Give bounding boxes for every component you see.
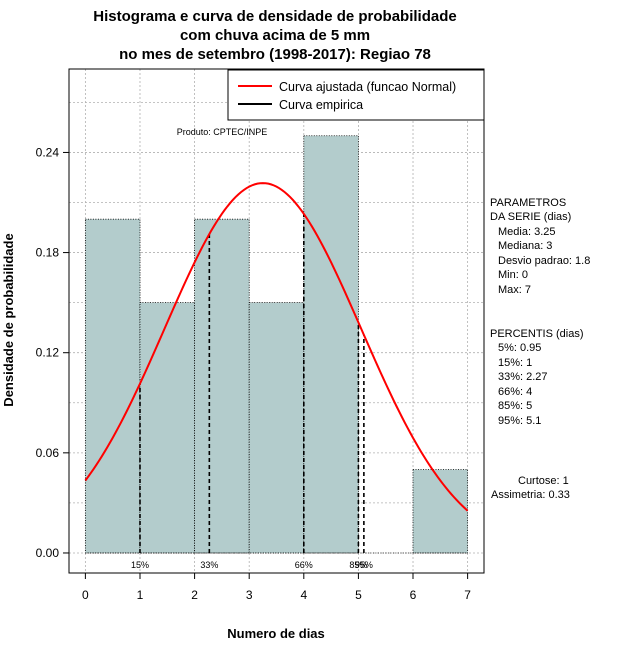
chart-title-line-2: com chuva acima de 5 mm	[180, 27, 370, 44]
normal-curve	[84, 182, 469, 512]
y-tick-label-3: 0.18	[36, 246, 60, 260]
histogram-bar-2	[194, 218, 250, 554]
stats-p95: 95%: 5.1	[498, 415, 541, 427]
plot-border	[68, 68, 485, 574]
legend-label-fitted: Curva ajustada (funcao Normal)	[279, 80, 456, 94]
product-label: Produto: CPTEC/INPE	[177, 127, 268, 137]
histogram-bar-0	[84, 218, 141, 554]
stats-desvio-padrao: Desvio padrao: 1.8	[498, 255, 590, 267]
stats-max: Max: 7	[498, 284, 531, 296]
percentile-label-0: 15%	[131, 560, 149, 570]
y-tick-label-4: 0.24	[36, 145, 60, 159]
normal-curve-group	[84, 182, 469, 512]
histogram-bar-6	[412, 469, 469, 554]
stats-p66: 66%: 4	[498, 386, 532, 398]
stats-min: Min: 0	[498, 269, 528, 281]
stats-curtose: Curtose: 1	[518, 475, 569, 487]
y-tick-label-0: 0.00	[36, 546, 60, 560]
y-tick-label-1: 0.06	[36, 446, 60, 460]
stats-param-heading-2: DA SERIE (dias)	[490, 211, 571, 223]
y-axis-title: Densidade de probabilidade	[1, 233, 16, 406]
stats-percentis-heading: PERCENTIS (dias)	[490, 328, 584, 340]
x-tick-label-7: 7	[464, 588, 471, 602]
stats-p85: 85%: 5	[498, 400, 532, 412]
x-tick-label-6: 6	[410, 588, 417, 602]
percentile-label-3: 85%	[349, 560, 367, 570]
percentile-lines: 15% 33% 66% 85%95%	[131, 213, 373, 570]
stats-param-heading-1: PARAMETROS	[490, 197, 566, 209]
x-tick-label-3: 3	[246, 588, 253, 602]
x-tick-label-1: 1	[137, 588, 144, 602]
legend-box	[227, 69, 485, 121]
histogram-bar-3	[248, 302, 305, 554]
percentile-label-4: 95%	[355, 560, 373, 570]
chart-title-line-1: Histograma e curva de densidade de proba…	[93, 8, 456, 25]
stats-p5: 5%: 0.95	[498, 342, 541, 354]
histogram-bar-1	[139, 302, 195, 554]
stats-percentis: PERCENTIS (dias) 5%: 0.95 15%: 1 33%: 2.…	[490, 328, 584, 427]
x-axis-title: Numero de dias	[227, 626, 325, 641]
stats-assimetria: Assimetria: 0.33	[491, 489, 570, 501]
stats-p33: 33%: 2.27	[498, 371, 548, 383]
stats-mediana: Mediana: 3	[498, 240, 552, 252]
x-tick-label-4: 4	[300, 588, 307, 602]
chart-title-line-3: no mes de setembro (1998-2017): Regiao 7…	[119, 46, 431, 63]
legend-label-empirical: Curva empirica	[279, 98, 363, 112]
x-tick-label-0: 0	[82, 588, 89, 602]
percentile-label-2: 66%	[295, 560, 313, 570]
histogram-bars	[84, 135, 469, 554]
x-tick-label-2: 2	[191, 588, 198, 602]
stats-parametros: PARAMETROS DA SERIE (dias) Media: 3.25 M…	[490, 197, 590, 296]
legend: Curva ajustada (funcao Normal) Curva emp…	[227, 69, 485, 121]
stats-media: Media: 3.25	[498, 226, 555, 238]
x-tick-label-5: 5	[355, 588, 362, 602]
axis-ticks: 0 1 2 3 4 5 6 7 0.00 0.06 0.12 0.18 0.24	[36, 145, 472, 602]
y-tick-label-2: 0.12	[36, 346, 60, 360]
stats-p15: 15%: 1	[498, 357, 532, 369]
percentile-label-1: 33%	[200, 560, 218, 570]
histogram-bar-4	[303, 135, 359, 554]
